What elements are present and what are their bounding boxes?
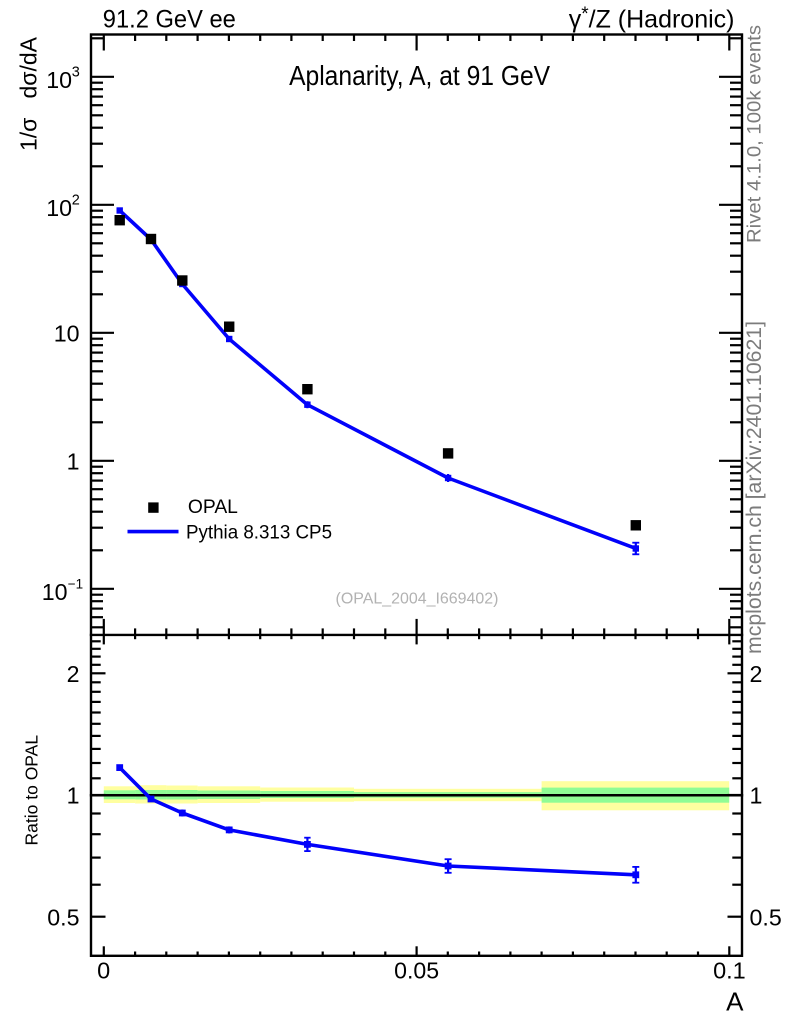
svg-text:Ratio to OPAL: Ratio to OPAL	[22, 735, 42, 846]
svg-text:0.5: 0.5	[750, 904, 782, 930]
svg-text:Rivet 4.1.0, 100k events: Rivet 4.1.0, 100k events	[744, 25, 766, 243]
svg-text:OPAL: OPAL	[188, 497, 238, 518]
svg-text:1/σ dσ/dA: 1/σ dσ/dA	[16, 36, 42, 151]
svg-text:mcplots.cern.ch [arXiv:2401.10: mcplots.cern.ch [arXiv:2401.10621]	[743, 321, 766, 654]
svg-text:(OPAL_2004_I669402): (OPAL_2004_I669402)	[336, 591, 499, 608]
svg-text:2: 2	[72, 192, 80, 208]
svg-text:10: 10	[46, 67, 72, 93]
svg-text:2: 2	[750, 661, 763, 687]
svg-text:γ*/Z (Hadronic): γ*/Z (Hadronic)	[569, 4, 735, 34]
svg-text:1: 1	[67, 783, 80, 809]
svg-text:0.5: 0.5	[47, 904, 79, 930]
svg-text:0.1: 0.1	[713, 957, 746, 983]
svg-text:0.05: 0.05	[394, 957, 439, 983]
svg-text:Pythia 8.313 CP5: Pythia 8.313 CP5	[186, 523, 332, 544]
svg-text:1: 1	[67, 449, 80, 475]
svg-text:91.2 GeV ee: 91.2 GeV ee	[103, 5, 236, 33]
svg-text:−1: −1	[68, 576, 83, 591]
svg-text:10: 10	[46, 195, 72, 221]
svg-text:3: 3	[72, 64, 80, 80]
svg-text:10: 10	[54, 321, 80, 347]
svg-text:0: 0	[97, 957, 110, 983]
svg-text:A: A	[726, 986, 744, 1016]
svg-text:2: 2	[67, 661, 80, 687]
svg-text:1: 1	[750, 783, 763, 809]
svg-text:Aplanarity, A, at 91 GeV: Aplanarity, A, at 91 GeV	[289, 60, 551, 91]
svg-text:10: 10	[42, 579, 68, 605]
